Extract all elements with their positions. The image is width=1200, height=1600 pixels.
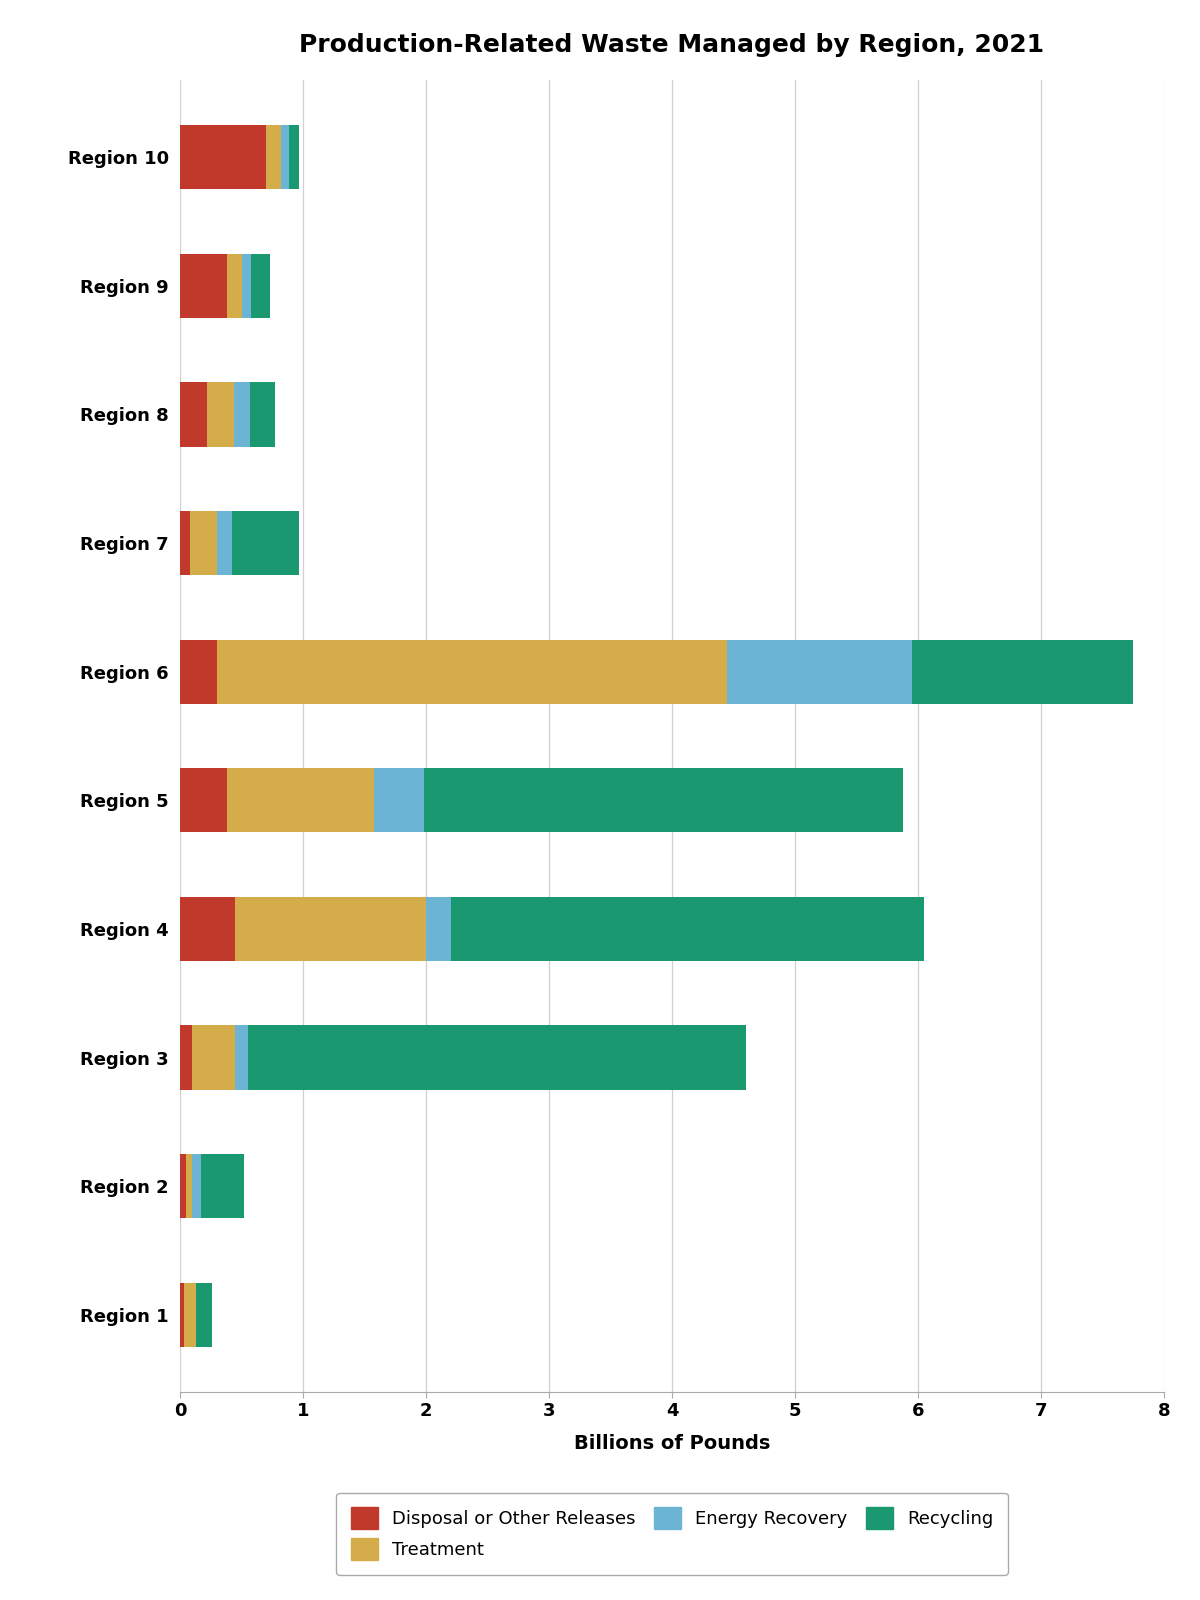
Bar xyxy=(180,1283,184,1347)
Bar xyxy=(180,768,227,832)
Legend: Disposal or Other Releases, Treatment, Energy Recovery, Recycling: Disposal or Other Releases, Treatment, E… xyxy=(336,1493,1008,1574)
Bar xyxy=(234,382,250,446)
Bar xyxy=(180,382,208,446)
Bar xyxy=(217,510,232,576)
Bar xyxy=(180,125,266,189)
X-axis label: Billions of Pounds: Billions of Pounds xyxy=(574,1434,770,1453)
Bar xyxy=(186,1154,192,1218)
Bar xyxy=(227,768,374,832)
Bar xyxy=(217,640,727,704)
Bar xyxy=(912,640,1133,704)
Bar xyxy=(374,768,424,832)
Bar xyxy=(180,1026,192,1090)
Bar xyxy=(227,254,241,318)
Bar xyxy=(180,896,235,962)
Bar xyxy=(241,254,251,318)
Bar xyxy=(266,125,281,189)
Bar xyxy=(424,768,904,832)
Bar xyxy=(192,1154,200,1218)
Bar xyxy=(426,896,451,962)
Bar xyxy=(232,510,299,576)
Bar xyxy=(192,1026,235,1090)
Bar xyxy=(727,640,912,704)
Bar xyxy=(250,382,275,446)
Title: Production-Related Waste Managed by Region, 2021: Production-Related Waste Managed by Regi… xyxy=(300,34,1044,58)
Bar xyxy=(451,896,924,962)
Bar xyxy=(190,510,217,576)
Bar xyxy=(180,510,190,576)
Bar xyxy=(180,640,217,704)
Bar xyxy=(289,125,299,189)
Bar xyxy=(247,1026,746,1090)
Bar xyxy=(208,382,234,446)
Bar xyxy=(180,1154,186,1218)
Bar xyxy=(235,896,426,962)
Bar xyxy=(184,1283,196,1347)
Bar xyxy=(180,254,227,318)
Bar xyxy=(196,1283,212,1347)
Bar xyxy=(200,1154,244,1218)
Bar xyxy=(281,125,289,189)
Bar xyxy=(235,1026,247,1090)
Bar xyxy=(251,254,270,318)
